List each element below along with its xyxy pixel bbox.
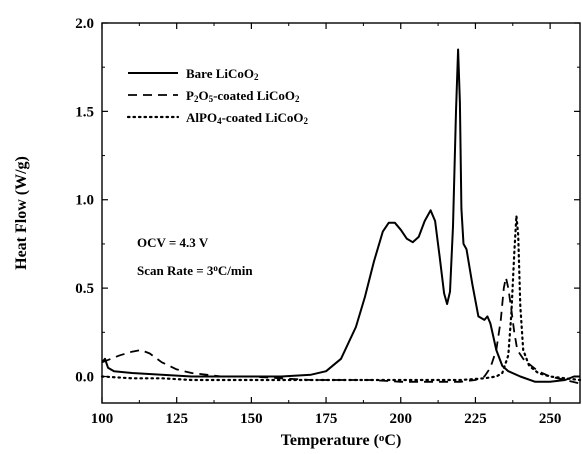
- annotations: OCV = 4.3 V Scan Rate = 3oC/min: [137, 235, 253, 278]
- y-tick-label: 2.0: [75, 16, 94, 32]
- x-tick-label: 175: [315, 411, 338, 427]
- y-tick-label: 0.0: [75, 369, 94, 385]
- series-line-1: [102, 50, 580, 382]
- x-tick-label: 100: [91, 411, 114, 427]
- y-tick-label: 1.0: [75, 193, 94, 209]
- series-line-2: [102, 278, 580, 384]
- y-tick-label: 0.5: [75, 281, 94, 297]
- x-tick-label: 250: [539, 411, 562, 427]
- legend: Bare LiCoO2 P2O5-coated LiCoO2 AlPO4-coate…: [128, 66, 309, 126]
- annotation-ocv: OCV = 4.3 V: [137, 235, 209, 250]
- annotation-scan-rate: Scan Rate = 3oC/min: [137, 263, 253, 278]
- y-axis-title: Heat Flow (W/g): [13, 156, 30, 270]
- series-layer: [102, 50, 580, 384]
- x-tick-label: 150: [240, 411, 263, 427]
- y-tick-label: 1.5: [75, 104, 94, 120]
- legend-label-1: Bare LiCoO2: [186, 66, 259, 82]
- x-axis-title: Temperature (oC): [281, 432, 402, 449]
- x-tick-label: 125: [165, 411, 188, 427]
- legend-label-2: P2O5-coated LiCoO2: [186, 88, 300, 104]
- x-tick-label: 200: [390, 411, 413, 427]
- x-tick-label: 225: [464, 411, 487, 427]
- legend-label-3: AlPO4-coated LiCoO2: [186, 110, 309, 126]
